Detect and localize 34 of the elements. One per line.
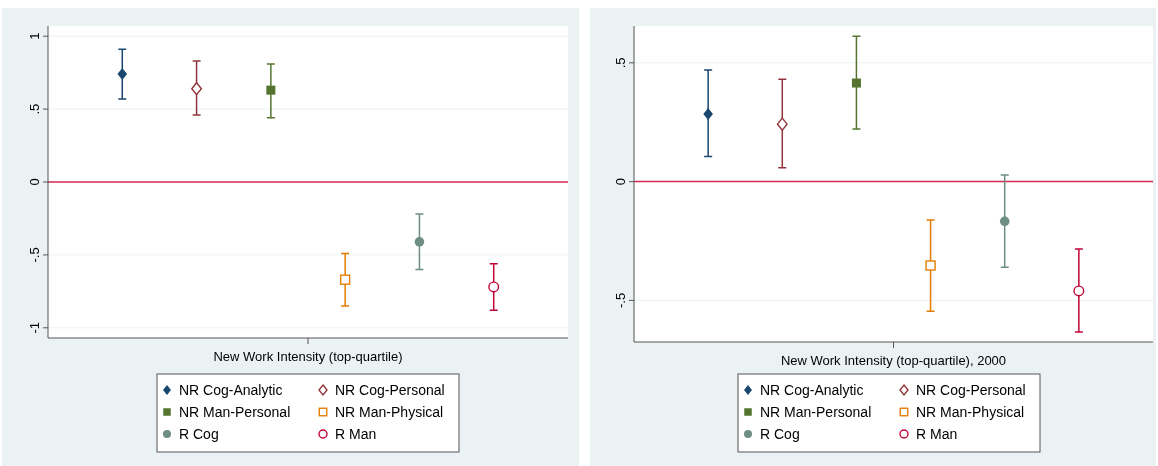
y-tick-label: 1 (27, 32, 42, 40)
point (414, 236, 425, 247)
point (191, 81, 203, 96)
point (851, 78, 861, 88)
point (266, 85, 276, 95)
point (117, 68, 128, 81)
point (339, 274, 351, 285)
legend-label: R Man (335, 426, 377, 442)
point (703, 107, 713, 120)
legend-label: NR Man-Physical (916, 404, 1025, 420)
y-tick-label: .5 (613, 57, 628, 69)
y-tick-label: -.5 (27, 247, 42, 263)
point (1073, 285, 1085, 297)
y-tick-label: 0 (613, 178, 628, 186)
point (488, 281, 500, 293)
legend-label: NR Cog-Personal (916, 382, 1026, 398)
x-axis-title: New Work Intensity (top-quartile) (213, 349, 403, 364)
legend-label: NR Man-Personal (760, 404, 872, 420)
legend-label: NR Man-Physical (335, 404, 444, 420)
x-axis-title: New Work Intensity (top-quartile), 2000 (780, 353, 1007, 368)
point (999, 216, 1010, 227)
y-tick-label: -.5 (613, 292, 628, 309)
legend-label: NR Cog-Personal (335, 382, 445, 398)
legend-label: R Cog (760, 426, 800, 442)
legend-label: NR Cog-Analytic (179, 382, 283, 398)
legend-label: NR Cog-Analytic (760, 382, 864, 398)
point (925, 260, 936, 271)
y-tick-label: .5 (27, 103, 42, 115)
legend-label: NR Man-Personal (179, 404, 291, 420)
legend-label: R Cog (179, 426, 219, 442)
y-tick-label: -1 (27, 322, 42, 334)
legend-label: R Man (916, 426, 958, 442)
y-tick-label: 0 (27, 178, 42, 186)
point (776, 117, 788, 131)
